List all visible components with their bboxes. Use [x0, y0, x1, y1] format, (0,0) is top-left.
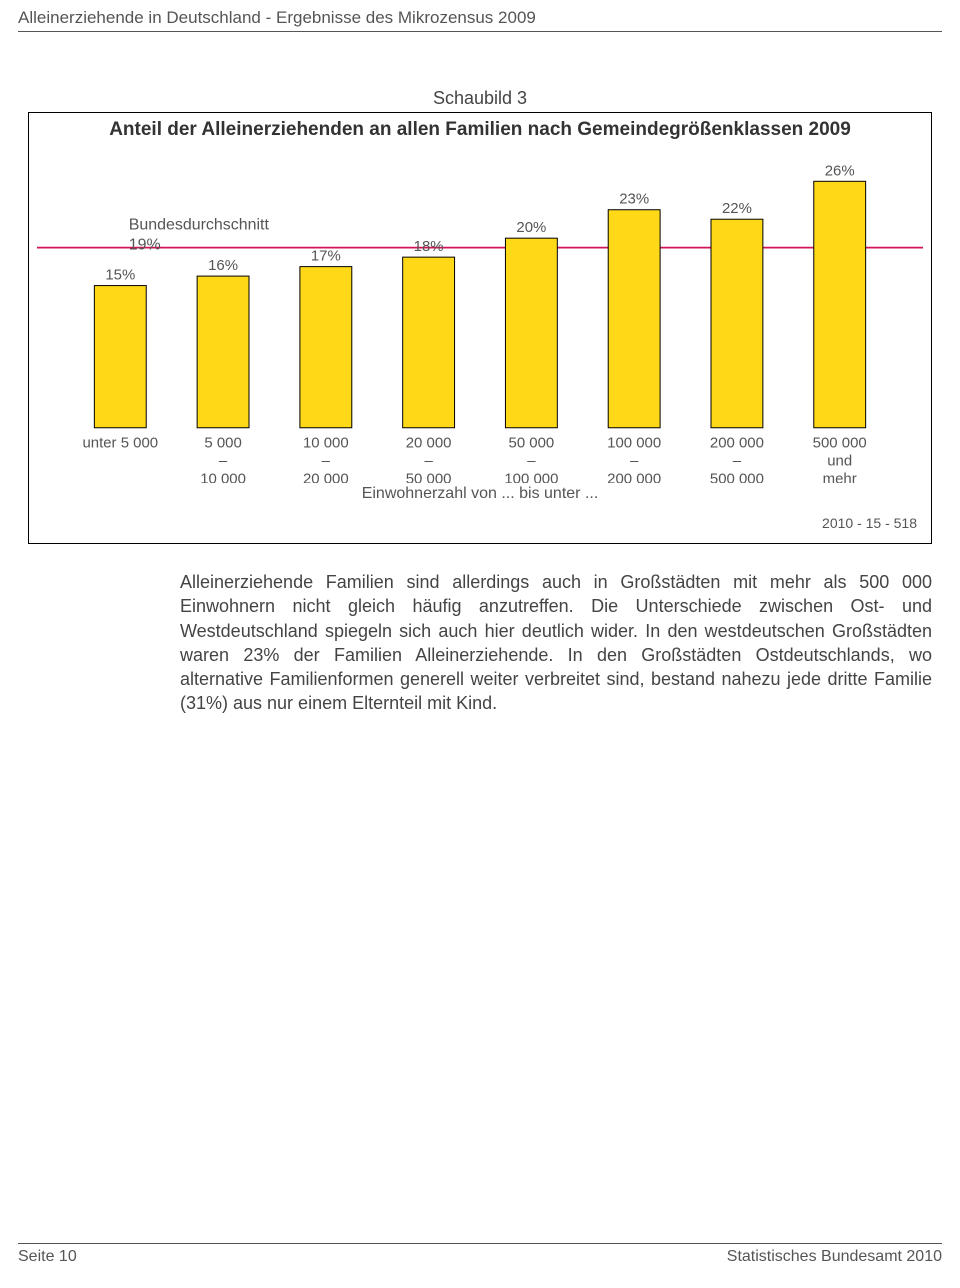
body-paragraph: Alleinerziehende Familien sind allerding…	[180, 570, 932, 716]
svg-text:50 000: 50 000	[406, 471, 452, 483]
svg-text:22%: 22%	[722, 200, 752, 217]
chart-caption: Einwohnerzahl von ... bis unter ...	[29, 485, 931, 503]
footer-source: Statistisches Bundesamt 2010	[727, 1248, 942, 1266]
svg-text:20 000: 20 000	[303, 471, 349, 483]
footer-page: Seite 10	[18, 1248, 77, 1265]
page-header: Alleinerziehende in Deutschland - Ergebn…	[18, 8, 942, 32]
svg-text:17%: 17%	[311, 248, 341, 265]
svg-text:–: –	[630, 453, 639, 470]
svg-text:200 000: 200 000	[710, 435, 764, 452]
page-footer: Seite 10 Statistisches Bundesamt 2010	[18, 1243, 942, 1266]
svg-text:–: –	[424, 453, 433, 470]
svg-text:10 000: 10 000	[200, 471, 246, 483]
svg-text:Bundesdurchschnitt: Bundesdurchschnitt	[129, 217, 270, 234]
chart-title: Anteil der Alleinerziehenden an allen Fa…	[29, 119, 931, 141]
svg-text:500 000: 500 000	[813, 435, 867, 452]
svg-text:–: –	[733, 453, 742, 470]
svg-text:100 000: 100 000	[504, 471, 558, 483]
header-title: Alleinerziehende in Deutschland - Ergebn…	[18, 8, 536, 27]
svg-text:5 000: 5 000	[204, 435, 241, 452]
svg-text:mehr: mehr	[823, 471, 857, 483]
figure-id: 2010 - 15 - 518	[822, 515, 917, 531]
svg-text:20%: 20%	[516, 219, 546, 236]
svg-text:15%: 15%	[105, 267, 135, 284]
svg-text:500 000: 500 000	[710, 471, 764, 483]
svg-text:–: –	[219, 453, 228, 470]
bar-chart: Bundesdurchschnitt 19% 15% unter 5 000 16% 5 …	[29, 153, 931, 483]
svg-text:50 000: 50 000	[509, 435, 555, 452]
svg-text:unter 5 000: unter 5 000	[82, 435, 158, 452]
svg-text:100 000: 100 000	[607, 435, 661, 452]
svg-text:23%: 23%	[619, 191, 649, 208]
svg-text:20 000: 20 000	[406, 435, 452, 452]
figure-label: Schaubild 3	[0, 88, 960, 109]
svg-text:18%: 18%	[414, 238, 444, 255]
svg-text:und: und	[827, 453, 852, 470]
svg-text:–: –	[527, 453, 536, 470]
svg-text:19%: 19%	[129, 237, 161, 254]
svg-text:–: –	[322, 453, 331, 470]
chart-container: Anteil der Alleinerziehenden an allen Fa…	[28, 112, 932, 544]
svg-text:16%: 16%	[208, 257, 238, 274]
svg-text:10 000: 10 000	[303, 435, 349, 452]
svg-text:26%: 26%	[825, 162, 855, 179]
svg-text:200 000: 200 000	[607, 471, 661, 483]
